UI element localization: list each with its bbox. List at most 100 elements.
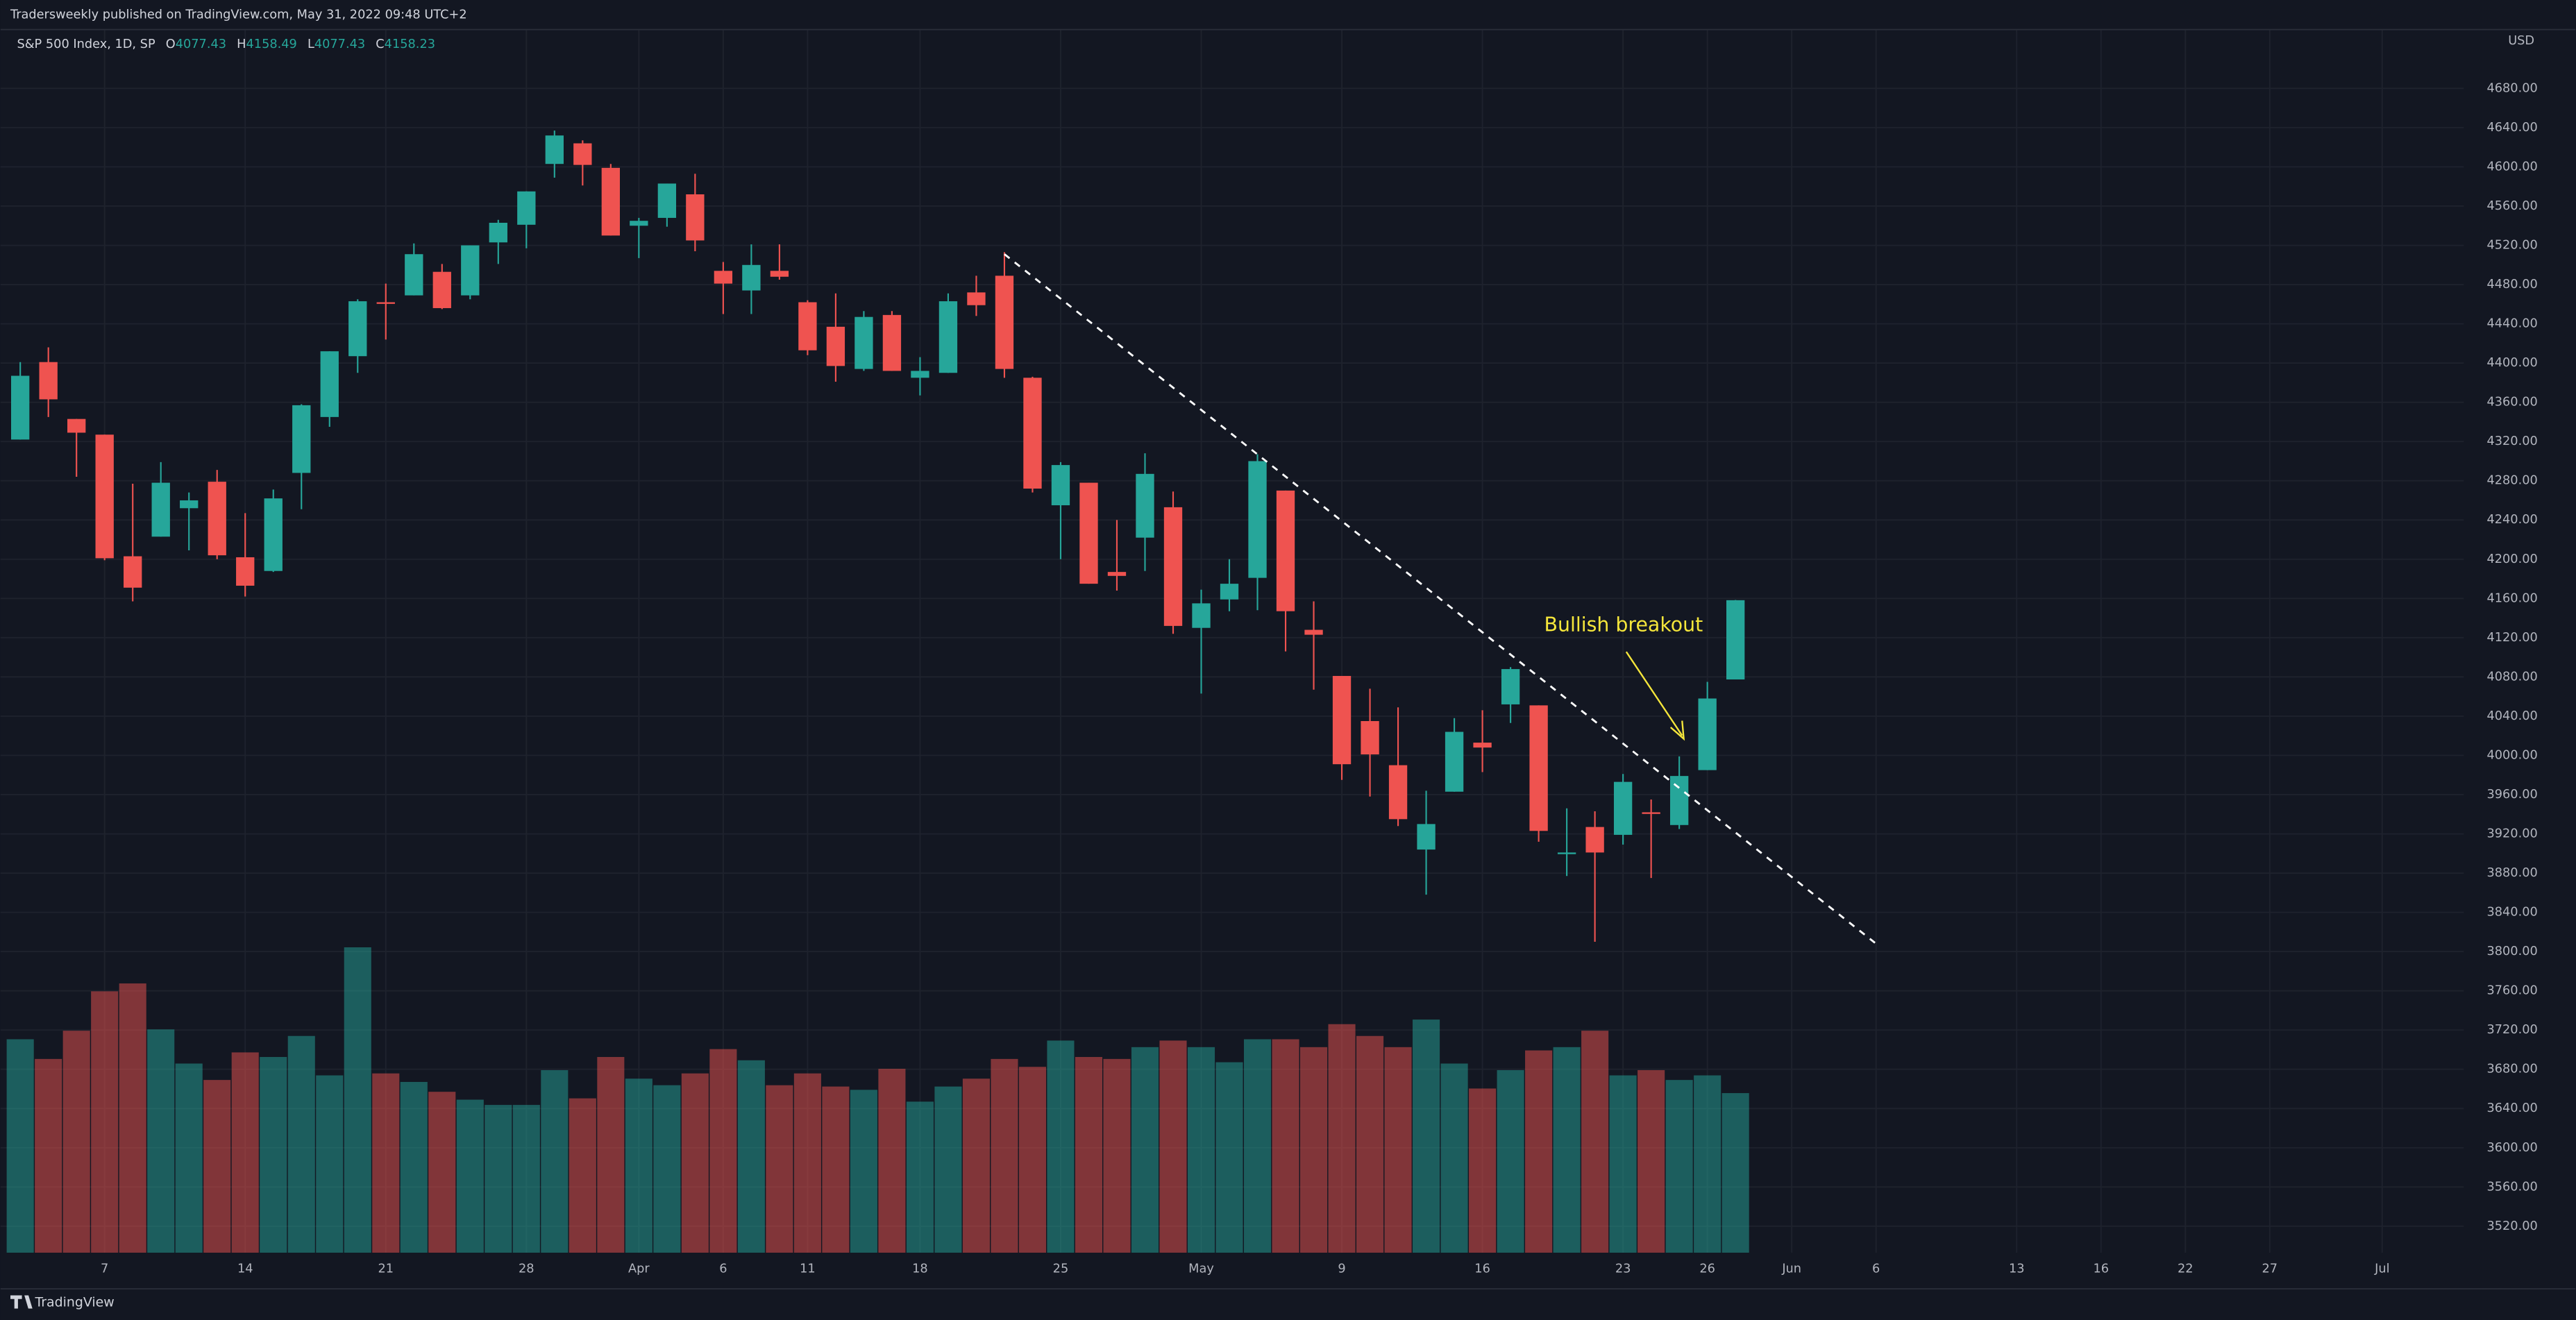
volume-bar bbox=[203, 1080, 231, 1253]
y-tick-label: 3880.00 bbox=[2486, 866, 2537, 880]
volume-bar bbox=[906, 1101, 934, 1253]
legend-value: 4077.43 bbox=[176, 37, 226, 51]
y-tick-label: 4520.00 bbox=[2486, 239, 2537, 253]
candle-body bbox=[489, 223, 507, 243]
volume-bar bbox=[569, 1098, 596, 1253]
candle-body bbox=[1669, 776, 1689, 825]
y-tick-label: 3560.00 bbox=[2486, 1180, 2537, 1194]
y-tick-label: 4200.00 bbox=[2486, 552, 2537, 566]
y-tick-label: 3720.00 bbox=[2486, 1023, 2537, 1037]
legend-label: L bbox=[308, 37, 314, 51]
x-tick-label: 26 bbox=[1699, 1262, 1715, 1276]
legend-value: 4158.49 bbox=[246, 37, 297, 51]
legend-label: O bbox=[166, 37, 176, 51]
y-tick-label: 3960.00 bbox=[2486, 788, 2537, 802]
volume-bar bbox=[1243, 1039, 1272, 1253]
candle-body bbox=[601, 167, 621, 236]
y-tick-label: 4000.00 bbox=[2486, 748, 2537, 762]
volume-bar bbox=[287, 1035, 315, 1253]
y-tick-label: 3680.00 bbox=[2486, 1063, 2537, 1076]
x-tick-label: Apr bbox=[628, 1262, 650, 1276]
candle-body bbox=[376, 302, 395, 304]
y-tick-label: 3800.00 bbox=[2486, 945, 2537, 958]
volume-bar bbox=[1047, 1040, 1075, 1253]
candle-body bbox=[1417, 824, 1436, 850]
volume-bar bbox=[175, 1063, 203, 1253]
candle-body bbox=[770, 271, 789, 277]
candle-body bbox=[1388, 765, 1408, 820]
header-bar bbox=[0, 0, 2576, 30]
x-tick-label: 27 bbox=[2262, 1262, 2278, 1276]
axes: 3520.00 3560.00 3600.00 3640.00 3680.00 3720.… bbox=[101, 81, 2538, 1276]
y-tick-label: 3840.00 bbox=[2486, 906, 2537, 920]
y-tick-label: 4440.00 bbox=[2486, 317, 2537, 331]
volume-bar bbox=[316, 1075, 344, 1253]
trend-line bbox=[1004, 253, 1877, 945]
legend-value: 4077.43 bbox=[314, 37, 365, 51]
candle-body bbox=[236, 557, 255, 586]
volume-bar bbox=[35, 1058, 62, 1253]
x-tick-label: 23 bbox=[1615, 1262, 1631, 1276]
candle-body bbox=[882, 314, 902, 371]
volume-bar bbox=[1159, 1040, 1187, 1253]
candle-body bbox=[855, 316, 873, 369]
volume-bar bbox=[1131, 1047, 1159, 1253]
y-tick-label: 4360.00 bbox=[2486, 396, 2537, 409]
x-tick-label: 13 bbox=[2009, 1262, 2025, 1276]
candle-body bbox=[967, 292, 986, 305]
volume-bar bbox=[147, 1029, 175, 1253]
y-tick-label: 3640.00 bbox=[2486, 1101, 2537, 1115]
x-tick-label: 14 bbox=[237, 1262, 253, 1276]
x-tick-label: 21 bbox=[378, 1262, 394, 1276]
candle-body bbox=[1642, 812, 1660, 814]
candle-body bbox=[545, 135, 564, 164]
candle-body bbox=[1163, 507, 1183, 626]
volume-bar bbox=[119, 983, 146, 1253]
y-tick-label: 4240.00 bbox=[2486, 513, 2537, 527]
x-tick-label: 16 bbox=[2093, 1262, 2109, 1276]
volume-bar bbox=[1721, 1093, 1749, 1253]
volume-bar bbox=[625, 1078, 653, 1253]
volume-bar bbox=[1469, 1088, 1497, 1253]
candle-body bbox=[1613, 781, 1633, 835]
volume-bar bbox=[597, 1057, 625, 1253]
candle-body bbox=[1192, 603, 1211, 628]
volume-bar bbox=[1328, 1024, 1356, 1253]
volume-bar bbox=[456, 1099, 484, 1253]
volume-bar bbox=[1413, 1019, 1440, 1253]
y-tick-label: 4680.00 bbox=[2486, 81, 2537, 95]
volume-bar bbox=[1215, 1062, 1243, 1253]
volume-bar bbox=[653, 1085, 681, 1253]
volume-bar bbox=[1356, 1035, 1384, 1253]
volume-bar bbox=[822, 1086, 850, 1253]
x-tick-label: 9 bbox=[1338, 1262, 1345, 1276]
price-pane bbox=[11, 130, 1877, 945]
y-tick-label: 3920.00 bbox=[2486, 827, 2537, 841]
candle-body bbox=[798, 302, 817, 350]
volume-bar bbox=[260, 1057, 287, 1253]
volume-bar bbox=[1384, 1047, 1412, 1253]
volume-bar bbox=[485, 1105, 512, 1253]
footer-brand: TradingView bbox=[34, 1295, 114, 1310]
candle-body bbox=[1079, 482, 1098, 584]
y-tick-label: 4040.00 bbox=[2486, 709, 2537, 723]
volume-bar bbox=[400, 1081, 428, 1253]
y-tick-label: 4480.00 bbox=[2486, 278, 2537, 291]
volume-bar bbox=[737, 1060, 765, 1253]
candle-body bbox=[1529, 705, 1548, 831]
volume-bar bbox=[934, 1086, 962, 1253]
volume-bar bbox=[541, 1069, 569, 1253]
candle-body bbox=[1136, 473, 1154, 538]
y-tick-label: 4640.00 bbox=[2486, 121, 2537, 135]
candle-body bbox=[264, 498, 283, 571]
y-tick-label: 4080.00 bbox=[2486, 670, 2537, 684]
legend-label: H bbox=[237, 37, 246, 51]
volume-bar bbox=[344, 947, 371, 1253]
candle-body bbox=[911, 371, 929, 378]
candle-body bbox=[657, 183, 677, 218]
y-tick-label: 4120.00 bbox=[2486, 631, 2537, 645]
volume-bar bbox=[1694, 1075, 1721, 1253]
volume-bar bbox=[793, 1073, 821, 1253]
x-tick-label: 6 bbox=[1872, 1262, 1880, 1276]
